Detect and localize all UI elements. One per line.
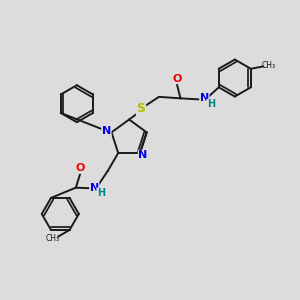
Text: N: N [200,93,209,103]
Text: S: S [136,102,146,115]
Text: O: O [172,74,182,84]
Text: H: H [207,99,215,109]
Text: CH₃: CH₃ [262,61,276,70]
Text: CH₃: CH₃ [45,234,59,243]
Text: H: H [97,188,105,198]
Text: N: N [138,150,148,161]
Text: O: O [76,163,85,173]
Text: N: N [102,126,111,136]
Text: N: N [90,183,99,193]
